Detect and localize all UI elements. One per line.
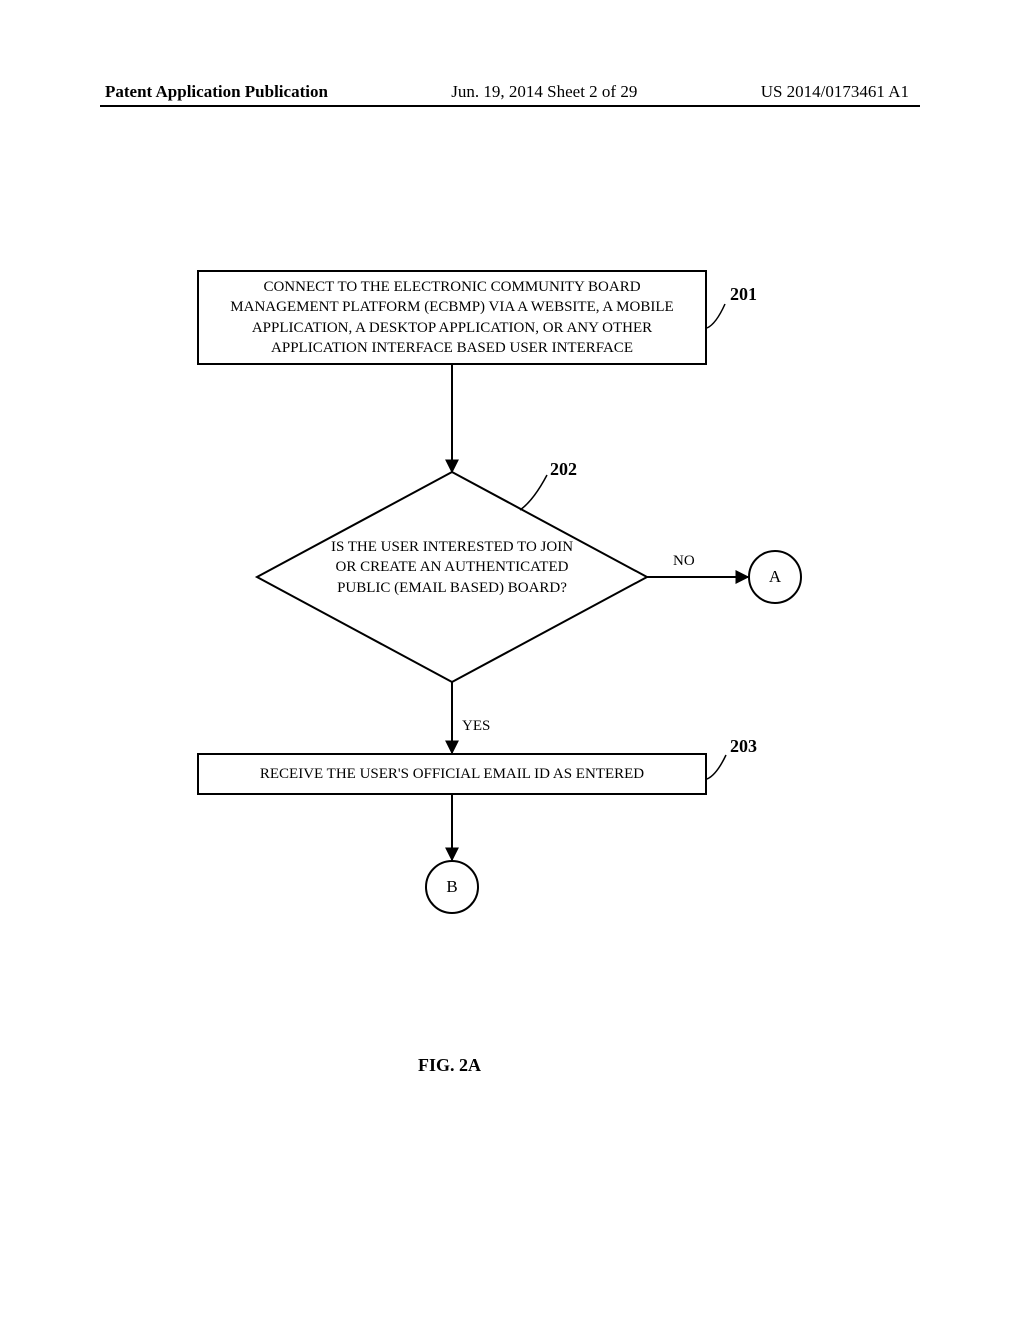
connector-a: A xyxy=(748,550,802,604)
process-box-201-text: CONNECT TO THE ELECTRONIC COMMUNITY BOAR… xyxy=(217,277,687,358)
connector-b-label: B xyxy=(446,877,457,897)
connector-a-label: A xyxy=(769,567,781,587)
process-box-203-text: RECEIVE THE USER'S OFFICIAL EMAIL ID AS … xyxy=(260,764,644,784)
process-box-203: RECEIVE THE USER'S OFFICIAL EMAIL ID AS … xyxy=(197,753,707,795)
edge-label-no: NO xyxy=(673,553,695,570)
process-box-201: CONNECT TO THE ELECTRONIC COMMUNITY BOAR… xyxy=(197,270,707,365)
ref-label-203: 203 xyxy=(730,736,757,757)
decision-202-text: IS THE USER INTERESTED TO JOIN OR CREATE… xyxy=(322,537,582,598)
flowchart-canvas xyxy=(0,0,1024,1320)
ref-label-201: 201 xyxy=(730,284,757,305)
connector-b: B xyxy=(425,860,479,914)
ref-label-202: 202 xyxy=(550,459,577,480)
edge-label-yes: YES xyxy=(462,718,490,735)
figure-label: FIG. 2A xyxy=(418,1055,481,1076)
